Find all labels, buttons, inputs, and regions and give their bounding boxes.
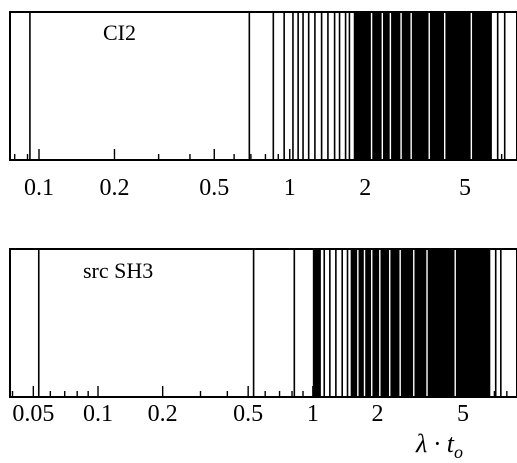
panel-src-sh3: 0.05 0.1 0.2 0.5 1 2 5 src SH3 λ · to [9,248,517,462]
x-axis-ticks [14,149,503,159]
panel-frame [9,11,517,161]
tick-label: 2 [372,401,384,427]
panel-title: CI2 [103,20,136,45]
tick-label: 0.5 [199,175,229,201]
tick-label: 1 [307,401,319,427]
tick-label: 0.1 [24,175,54,201]
tick-label: 1 [284,175,296,201]
x-axis-ticks [11,386,508,396]
x-axis-tick-labels: 0.1 0.2 0.5 1 2 5 [24,175,471,201]
dense-line-band [353,13,492,159]
panel-frame [9,248,517,398]
panel-ci2: 0.1 0.2 0.5 1 2 5 CI2 [9,11,517,201]
tick-label: 2 [359,175,371,201]
tick-label: 0.5 [233,401,263,427]
tick-label: 0.2 [148,401,178,427]
tick-label: 0.2 [99,175,129,201]
x-axis-label-main: λ · t [415,429,455,458]
x-axis-label: λ · to [415,429,463,462]
x-axis-label-subscript: o [454,442,463,462]
dense-line-band [312,250,321,396]
spectral-lines [37,250,502,396]
tick-label: 5 [459,175,471,201]
dense-line-band [350,250,491,396]
x-axis-tick-labels: 0.05 0.1 0.2 0.5 1 2 5 [12,401,469,427]
tick-label: 5 [457,401,469,427]
tick-label: 0.05 [12,401,54,427]
tick-label: 0.1 [83,401,113,427]
panel-title: src SH3 [83,258,153,283]
spectral-lines [29,13,506,159]
